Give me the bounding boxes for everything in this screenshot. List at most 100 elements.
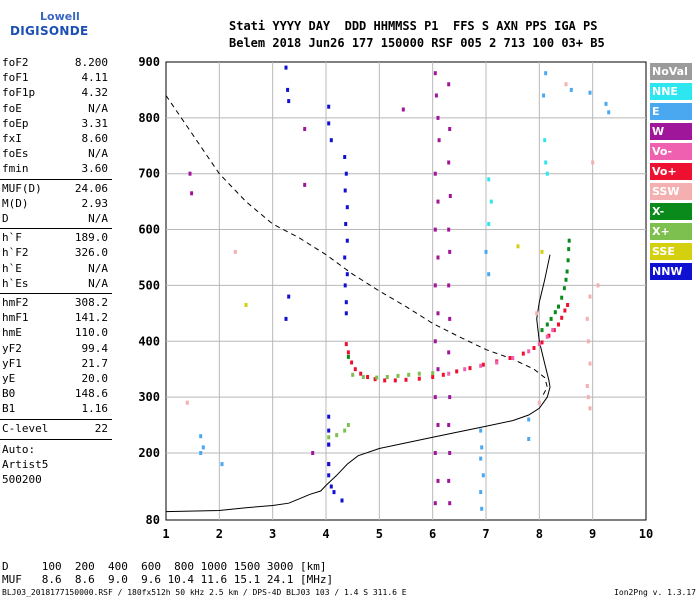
data-point-w xyxy=(448,194,452,198)
legend-item-nnw: NNW xyxy=(650,263,692,280)
data-point-nne xyxy=(487,177,491,182)
param-name: h`Es xyxy=(2,276,29,290)
data-point-vo- xyxy=(481,362,485,367)
data-point-sse xyxy=(540,249,544,254)
x-tick-label: 8 xyxy=(536,527,543,541)
data-point-nnw xyxy=(343,155,347,159)
param-name: foF1 xyxy=(2,71,29,85)
data-point-sse xyxy=(516,244,520,249)
header-line-2: Belem 2018 Jun26 177 150000 RSF 005 2 71… xyxy=(229,36,605,50)
data-point-nnw xyxy=(340,498,344,503)
param-value: N/A xyxy=(88,212,108,225)
data-point-w xyxy=(433,283,437,288)
param-value: 99.4 xyxy=(81,341,109,355)
data-point-nnw xyxy=(286,87,290,92)
data-point-w xyxy=(188,171,192,176)
data-point-e xyxy=(481,473,485,478)
param-name: yF2 xyxy=(2,341,22,355)
param-row: foEp 3.31 xyxy=(0,117,108,132)
data-point-vo- xyxy=(557,322,560,327)
param-row: foF1 4.11 xyxy=(0,71,108,86)
data-point-vo- xyxy=(511,356,515,360)
param-row: h`F 189.0 xyxy=(0,231,108,246)
param-row: B1 1.16 xyxy=(0,402,108,417)
data-point-w xyxy=(447,350,451,355)
data-point-x- xyxy=(549,316,553,321)
param-row: yE 20.0 xyxy=(0,372,108,387)
data-point-vo- xyxy=(508,356,512,360)
data-point-ssw xyxy=(591,160,595,165)
param-row: B0 148.6 xyxy=(0,387,108,402)
version-text: Ion2Png v. 1.3.17 xyxy=(614,588,696,597)
param-value: 8.200 xyxy=(74,56,108,69)
param-row: MUF(D) 24.06 xyxy=(0,182,108,197)
data-point-e xyxy=(487,272,491,277)
data-point-e xyxy=(607,110,611,115)
data-point-x- xyxy=(567,247,571,252)
param-row: foE N/A xyxy=(0,102,108,117)
data-point-nne xyxy=(489,199,493,204)
data-point-e xyxy=(201,445,205,450)
y-tick-label: 500 xyxy=(138,278,160,292)
data-point-vo- xyxy=(417,376,421,381)
data-point-w xyxy=(436,311,440,316)
param-separator xyxy=(0,293,112,294)
data-point-vo- xyxy=(455,369,459,374)
param-row: foEs N/A xyxy=(0,147,108,162)
data-point-ssw xyxy=(535,311,539,316)
data-point-nne xyxy=(487,222,491,226)
param-separator xyxy=(0,438,112,440)
data-point-nnw xyxy=(327,121,331,126)
data-point-nnw xyxy=(343,188,347,193)
data-point-w xyxy=(448,501,452,506)
legend-item-sse: SSE xyxy=(650,243,692,260)
data-point-nnw xyxy=(345,238,349,243)
data-point-ssw xyxy=(586,339,590,344)
y-tick-label: 600 xyxy=(138,223,160,237)
legend-item-x-: X- xyxy=(650,203,692,220)
param-name: yF1 xyxy=(2,356,22,370)
data-point-vo- xyxy=(495,360,499,365)
data-point-w xyxy=(401,107,405,112)
param-value: 21.7 xyxy=(81,356,109,370)
x-tick-label: 1 xyxy=(162,527,169,541)
data-point-nnw xyxy=(345,205,349,210)
param-row: hmF2 308.2 xyxy=(0,296,108,311)
param-row: hmF1 141.2 xyxy=(0,311,108,326)
data-point-w xyxy=(448,316,452,321)
param-name: h`F xyxy=(2,231,22,245)
data-point-x- xyxy=(375,375,379,380)
muf-distance-table: D 100 200 400 600 800 1000 1500 3000 [km… xyxy=(2,560,333,586)
data-point-nnw xyxy=(344,311,348,316)
data-point-w xyxy=(448,127,452,131)
data-point-w xyxy=(447,82,451,87)
data-point-nnw xyxy=(287,99,291,104)
param-row: hmE 110.0 xyxy=(0,326,108,341)
data-point-vo- xyxy=(393,378,397,383)
param-value: 2.93 xyxy=(81,196,109,210)
legend-item-x-: X+ xyxy=(650,223,692,240)
data-point-vo- xyxy=(560,315,564,320)
data-point-nnw xyxy=(345,272,349,277)
param-name: foEs xyxy=(2,147,29,161)
data-point-w xyxy=(447,160,451,165)
data-point-ssw xyxy=(588,294,592,299)
param-row: h`Es N/A xyxy=(0,277,108,292)
data-point-x- xyxy=(562,286,566,291)
data-point-w xyxy=(311,451,315,455)
profile-curve xyxy=(165,254,551,513)
data-point-vo- xyxy=(527,349,531,354)
logo-lowell-text: Lowell xyxy=(40,10,80,23)
data-point-vo- xyxy=(373,377,377,382)
data-point-w xyxy=(448,451,452,455)
data-point-e xyxy=(220,462,224,467)
data-point-x- xyxy=(567,238,571,243)
data-point-nnw xyxy=(343,255,347,260)
data-point-nnw xyxy=(327,462,331,467)
param-name: foF2 xyxy=(2,56,29,69)
param-name: MUF(D) xyxy=(2,181,42,195)
param-value: 189.0 xyxy=(74,231,108,245)
data-point-w xyxy=(433,171,437,176)
data-point-ssw xyxy=(233,249,237,254)
